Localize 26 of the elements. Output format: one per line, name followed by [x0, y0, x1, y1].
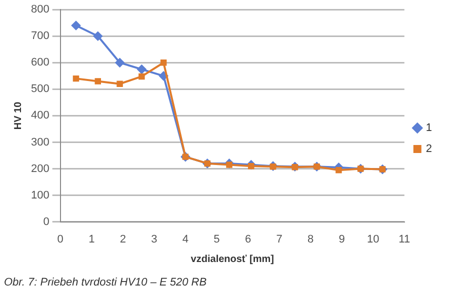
x-axis-title: vzdialenosť [mm] — [190, 254, 274, 265]
y-tick-label: 100 — [30, 189, 50, 202]
x-tick-label: 8 — [307, 233, 314, 246]
x-tick-label: 0 — [57, 233, 64, 246]
y-tick-label: 800 — [30, 4, 50, 16]
x-tick-label: 3 — [151, 233, 158, 246]
y-tick-label: 300 — [30, 136, 50, 148]
y-axis-title: HV 10 — [12, 101, 24, 130]
x-tick-label: 10 — [366, 233, 380, 246]
x-tick-label: 11 — [398, 233, 410, 246]
legend-label: 2 — [426, 143, 432, 156]
y-tick-label: 400 — [30, 110, 50, 122]
y-tick-label: 200 — [30, 162, 50, 175]
text: Obr. 7: Priebeh tvrdosti HV10 – E 520 RB — [4, 276, 207, 289]
x-tick-label: 7 — [276, 233, 282, 246]
legend-label: 1 — [426, 122, 432, 134]
y-tick-label: 700 — [30, 30, 50, 42]
y-tick-label: 600 — [30, 56, 50, 69]
x-tick-label: 6 — [244, 233, 252, 246]
x-tick-label: 4 — [182, 233, 189, 246]
x-tick-label: 2 — [120, 233, 126, 246]
x-tick-label: 1 — [88, 233, 95, 246]
x-tick-label: 9 — [338, 233, 345, 246]
y-tick-label: 500 — [30, 83, 50, 96]
y-tick-label: 0 — [43, 216, 50, 228]
x-tick-label: 5 — [214, 233, 220, 246]
